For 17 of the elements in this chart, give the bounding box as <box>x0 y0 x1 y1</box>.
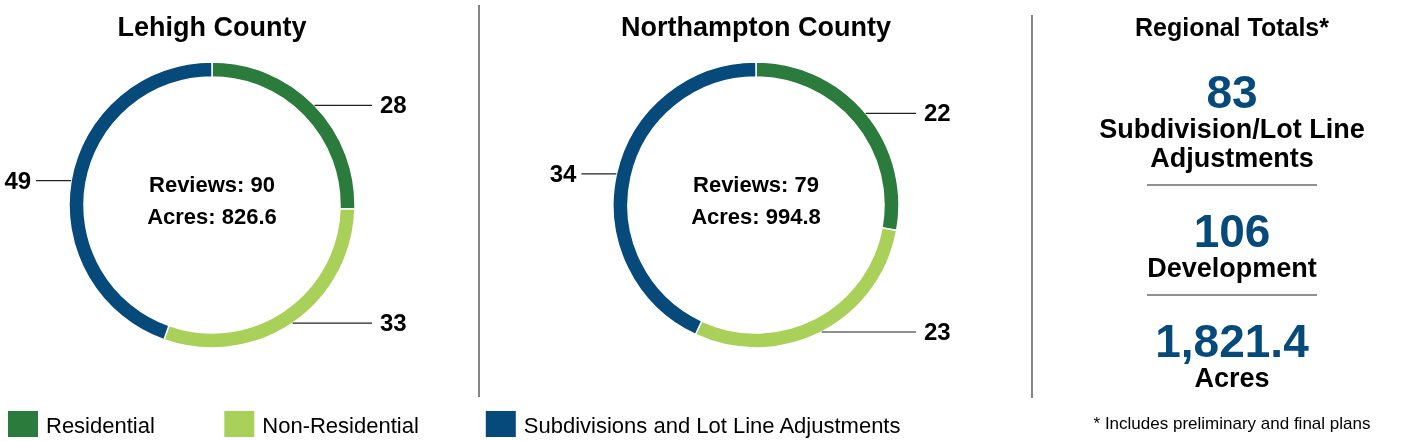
data-label: 49 <box>4 166 32 194</box>
chart-title: Lehigh County <box>117 12 307 42</box>
text: * Includes preliminary and final plans <box>1093 414 1371 433</box>
legend-label: Residential <box>46 413 155 438</box>
chart-title: Northampton County <box>621 12 891 42</box>
legend-label: Non-Residential <box>262 413 419 438</box>
data-label: 34 <box>549 159 578 187</box>
data-label: 28 <box>380 91 407 119</box>
text: Reviews: 79 <box>693 172 819 197</box>
data-label: 33 <box>380 309 407 337</box>
text: Regional Totals* <box>1134 13 1330 41</box>
data-label: 22 <box>924 99 951 127</box>
data-label: 23 <box>924 318 951 346</box>
text: Reviews: 90 <box>149 172 275 197</box>
text: Acres: 826.6 <box>147 204 277 229</box>
legend-label: Subdivisions and Lot Line Adjustments <box>523 413 901 438</box>
text: Acres: 994.8 <box>691 204 821 229</box>
